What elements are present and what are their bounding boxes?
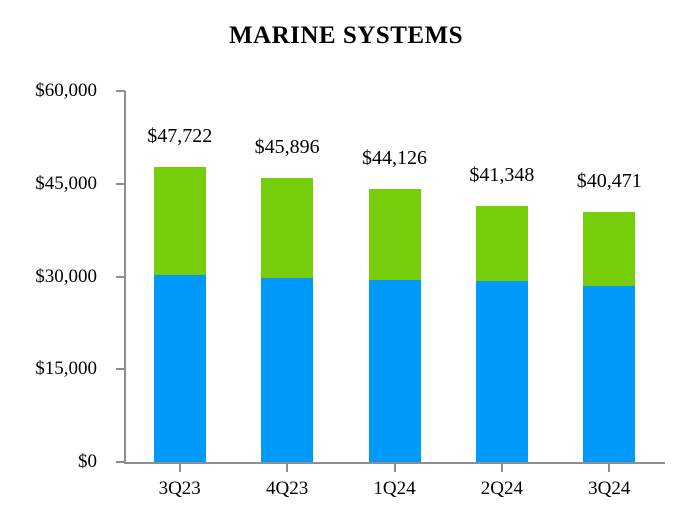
bar-segment-green	[583, 212, 636, 286]
y-axis-tick	[116, 275, 125, 278]
bar-segment-blue	[261, 278, 314, 462]
x-axis-label: 3Q24	[588, 478, 631, 499]
x-axis-label: 1Q24	[373, 478, 416, 499]
bar-total-label: $41,348	[469, 164, 535, 186]
y-axis-tick	[116, 182, 125, 185]
y-axis-tick	[116, 90, 125, 92]
y-axis-tick-label: $0	[78, 451, 97, 472]
chart-title: MARINE SYSTEMS	[228, 22, 464, 49]
y-axis-tick-label: $45,000	[35, 172, 97, 194]
bar-segment-blue	[583, 286, 636, 462]
x-axis-tick	[286, 464, 289, 472]
bar-segment-green	[475, 206, 528, 281]
plot-area	[124, 91, 665, 464]
x-axis-tick	[178, 464, 181, 472]
x-axis-tick	[500, 464, 503, 472]
x-axis-label: 2Q24	[480, 478, 523, 499]
x-axis-label: 4Q23	[265, 478, 309, 499]
y-axis-tick-label: $30,000	[35, 265, 97, 287]
bar-segment-green	[153, 167, 206, 275]
bar-segment-blue	[368, 280, 421, 462]
bar-total-label: $45,896	[254, 136, 320, 158]
x-axis-tick	[393, 464, 396, 472]
y-axis-tick-label: $60,000	[35, 80, 97, 101]
bar-segment-blue	[475, 281, 528, 462]
y-axis-tick-label: $15,000	[35, 358, 97, 380]
x-axis-label: 3Q23	[158, 478, 201, 499]
y-axis-tick	[116, 368, 125, 371]
bar-segment-green	[368, 189, 421, 280]
bar-total-label: $47,722	[147, 125, 213, 147]
bar-segment-blue	[153, 275, 206, 462]
bar-segment-green	[261, 178, 314, 278]
bar-total-label: $44,126	[362, 147, 427, 169]
x-axis-tick	[608, 464, 611, 472]
y-axis-tick	[116, 461, 125, 463]
bar-total-label: $40,471	[576, 170, 642, 192]
